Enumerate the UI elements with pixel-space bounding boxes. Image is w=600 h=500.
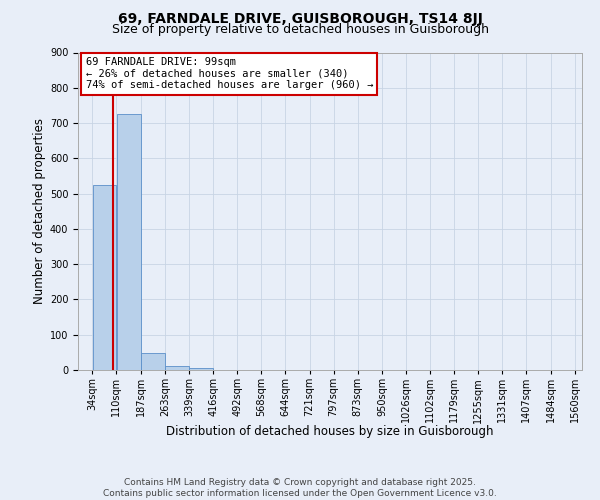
Text: 69 FARNDALE DRIVE: 99sqm
← 26% of detached houses are smaller (340)
74% of semi-: 69 FARNDALE DRIVE: 99sqm ← 26% of detach… — [86, 58, 373, 90]
X-axis label: Distribution of detached houses by size in Guisborough: Distribution of detached houses by size … — [166, 426, 494, 438]
Y-axis label: Number of detached properties: Number of detached properties — [32, 118, 46, 304]
Bar — [165, 366, 188, 370]
Text: 69, FARNDALE DRIVE, GUISBOROUGH, TS14 8JJ: 69, FARNDALE DRIVE, GUISBOROUGH, TS14 8J… — [118, 12, 482, 26]
Bar — [141, 354, 164, 370]
Bar — [92, 185, 116, 370]
Bar — [116, 114, 140, 370]
Bar — [189, 368, 213, 370]
Text: Size of property relative to detached houses in Guisborough: Size of property relative to detached ho… — [112, 22, 488, 36]
Text: Contains HM Land Registry data © Crown copyright and database right 2025.
Contai: Contains HM Land Registry data © Crown c… — [103, 478, 497, 498]
